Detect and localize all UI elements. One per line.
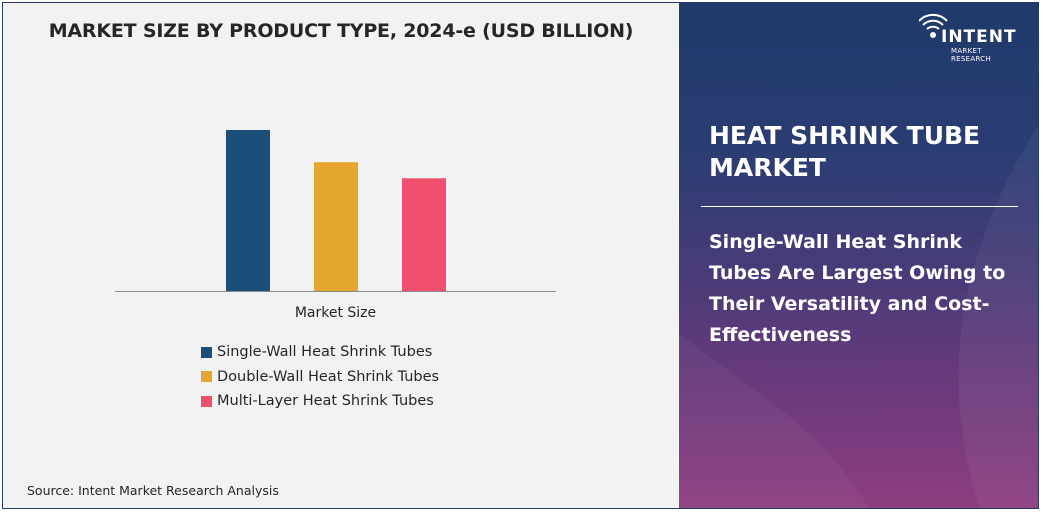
bar-multi-layer-heat-shrink-tubes <box>402 178 446 291</box>
x-category-label: Market Size <box>294 305 377 321</box>
legend-item-double-wall: Double-Wall Heat Shrink Tubes <box>201 365 439 390</box>
bar-single-wall-heat-shrink-tubes <box>226 130 270 291</box>
info-panel: INTENT MARKET RESEARCH HEAT SHRINK TUBE … <box>679 3 1038 508</box>
bar-double-wall-heat-shrink-tubes <box>314 162 358 291</box>
intent-logo: INTENT MARKET RESEARCH <box>919 13 1019 63</box>
legend-label: Single-Wall Heat Shrink Tubes <box>217 344 433 361</box>
headline: Single-Wall Heat Shrink Tubes Are Larges… <box>709 231 1006 346</box>
legend-item-multi-layer: Multi-Layer Heat Shrink Tubes <box>201 389 439 414</box>
legend-swatch <box>201 371 212 383</box>
market-title: HEAT SHRINK TUBE MARKET <box>709 121 981 182</box>
legend-label: Double-Wall Heat Shrink Tubes <box>217 368 440 385</box>
logo-tagline: MARKET RESEARCH <box>951 47 992 63</box>
legend-swatch <box>201 395 212 407</box>
wifi-signal-icon <box>919 13 948 38</box>
chart-legend: Single-Wall Heat Shrink Tubes Double-Wal… <box>201 340 439 414</box>
source-note: Source: Intent Market Research Analysis <box>27 483 279 498</box>
chart-panel: MARKET SIZE BY PRODUCT TYPE, 2024-e (USD… <box>3 3 679 508</box>
chart-title: MARKET SIZE BY PRODUCT TYPE, 2024-e (USD… <box>48 20 634 42</box>
legend-swatch <box>201 346 212 358</box>
bar-chart <box>115 130 556 292</box>
decorative-wave <box>679 124 1038 508</box>
legend-item-single-wall: Single-Wall Heat Shrink Tubes <box>201 340 439 365</box>
legend-label: Multi-Layer Heat Shrink Tubes <box>217 393 434 410</box>
divider <box>701 206 1018 207</box>
logo-name: INTENT <box>941 27 1017 47</box>
